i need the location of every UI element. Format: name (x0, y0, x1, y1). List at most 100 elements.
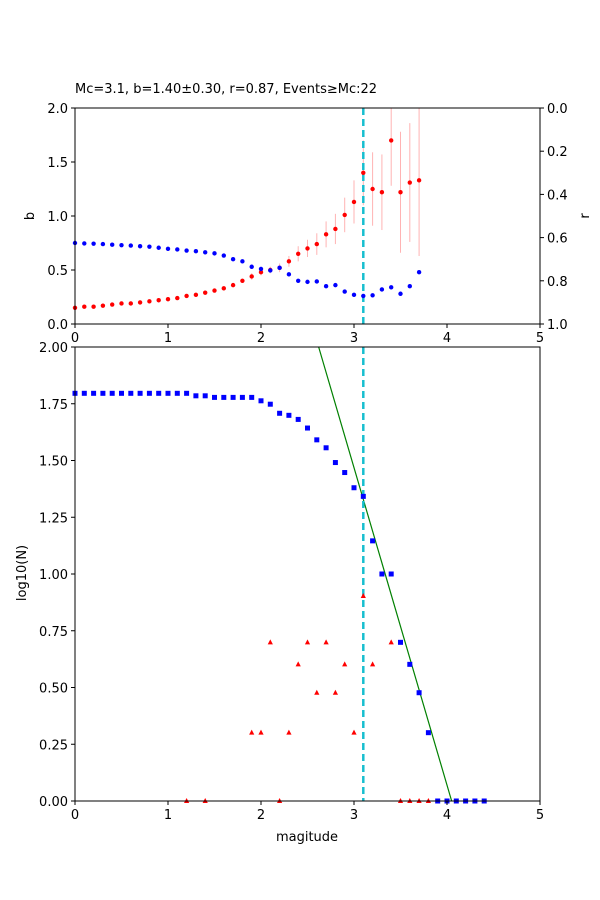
b-value-point (147, 299, 152, 304)
noncumulative-count-point (267, 639, 273, 645)
bottom-x-axis-label: magitude (276, 830, 338, 845)
top-x-tick-label: 5 (536, 331, 544, 346)
bottom-x-tick-label: 2 (257, 808, 265, 823)
cumulative-count-point (202, 393, 208, 399)
cumulative-count-point (193, 393, 199, 399)
cumulative-count-point (137, 390, 143, 396)
cumulative-count-point (249, 394, 255, 400)
bottom-y-tick-label: 0.50 (39, 682, 68, 697)
r-value-point (323, 284, 329, 289)
cumulative-count-point (370, 538, 376, 544)
cumulative-count-point (379, 571, 385, 577)
cumulative-count-point (156, 390, 162, 396)
r-value-point (82, 241, 87, 246)
r-value-point (119, 242, 124, 248)
top-right-y-tick-label: 0.4 (547, 188, 568, 203)
bottom-plot-area: 0 1 2 3 4 5 0.00 0.25 0.50 0.75 1.00 1.25 1.50 1.75 2.… (39, 341, 544, 823)
b-value-point (165, 296, 171, 302)
bottom-y-tick-label: 0.00 (39, 795, 68, 810)
cumulative-count-point (119, 390, 124, 396)
cumulative-count-point (323, 445, 329, 451)
noncumulative-count-point (258, 729, 264, 735)
b-value-point (230, 282, 236, 288)
b-value-point (351, 199, 357, 205)
b-value-point (82, 304, 87, 309)
gr-fit-line (318, 346, 453, 802)
cumulative-count-point (286, 412, 292, 418)
noncumulative-count-point (360, 593, 366, 599)
bottom-x-tick-label: 3 (350, 808, 358, 823)
b-value-point (314, 241, 319, 247)
b-value-point (416, 178, 422, 183)
b-value-point (100, 303, 106, 308)
bottom-x-tick-label: 5 (536, 808, 544, 823)
r-value-point (277, 265, 282, 271)
cumulative-count-point (360, 493, 366, 499)
top-right-y-tick-label: 0.2 (547, 145, 568, 160)
r-value-point (110, 242, 115, 247)
b-value-point (137, 300, 143, 305)
cumulative-count-point (91, 390, 97, 396)
b-value-point (342, 212, 347, 218)
cumulative-count-point (165, 390, 171, 396)
r-value-point (184, 248, 189, 253)
bottom-chart-panel: 0 1 2 3 4 5 0.00 0.25 0.50 0.75 1.00 1.25 1.50 1.75 2.… (15, 341, 544, 845)
bottom-y-tick-label: 2.00 (39, 341, 68, 356)
cumulative-count-point (314, 437, 320, 443)
cumulative-count-point (184, 390, 190, 396)
r-value-point (296, 278, 301, 283)
cumulative-count-point (351, 485, 357, 491)
cumulative-count-point (128, 390, 134, 396)
top-right-y-tick-label: 0.8 (547, 275, 568, 290)
cumulative-count-point (221, 394, 227, 400)
b-value-point (323, 232, 329, 237)
b-value-point (389, 138, 394, 143)
r-value-point (128, 243, 133, 248)
top-y-tick-label: 1.0 (47, 210, 68, 225)
bottom-y-tick-label: 1.50 (39, 455, 68, 470)
b-value-point (184, 293, 189, 299)
top-y-axis-label: b (23, 212, 38, 220)
bottom-x-tick-label: 1 (164, 808, 172, 823)
cumulative-count-point (212, 394, 217, 400)
b-value-point (398, 190, 403, 195)
b-value-point (175, 295, 180, 301)
cumulative-count-point (305, 425, 310, 431)
b-value-point (110, 302, 115, 307)
b-value-point (286, 259, 292, 264)
b-value-point (212, 288, 217, 293)
top-right-y-axis-label: r (578, 213, 593, 219)
r-value-point (175, 247, 180, 252)
noncumulative-count-point (304, 639, 311, 645)
r-value-point (230, 257, 236, 262)
r-value-point (333, 282, 338, 288)
top-right-y-tick-label: 0.0 (547, 102, 568, 117)
b-value-point (156, 298, 161, 303)
b-value-point (361, 170, 366, 175)
noncumulative-count-point (351, 729, 357, 735)
noncumulative-count-point (370, 661, 376, 667)
b-value-point (379, 190, 385, 195)
r-value-point (379, 287, 385, 292)
cumulative-count-point (277, 410, 283, 416)
r-value-point (342, 289, 347, 294)
cumulative-count-point (416, 690, 422, 696)
b-value-point (221, 286, 226, 291)
cumulative-count-point (174, 390, 180, 396)
noncumulative-count-point (249, 729, 255, 735)
top-y-tick-label: 1.5 (47, 156, 68, 171)
top-x-tick-label: 2 (257, 331, 265, 346)
cumulative-count-point (267, 401, 273, 407)
r-value-point (212, 251, 217, 256)
top-y-tick-label: 0.0 (47, 318, 68, 333)
r-value-point (147, 244, 152, 249)
r-value-point (286, 272, 292, 277)
noncumulative-count-point (314, 689, 320, 695)
top-plot-area: 0 1 2 3 4 5 0.0 0.5 1.0 1.5 2.0 0.0 0.2 0.4 0.6 0.8 1.0 (47, 102, 567, 346)
b-value-point (296, 251, 301, 256)
noncumulative-count-point (332, 689, 338, 695)
noncumulative-count-point (342, 661, 348, 667)
b-value-point (119, 301, 124, 306)
r-value-point (351, 292, 357, 298)
